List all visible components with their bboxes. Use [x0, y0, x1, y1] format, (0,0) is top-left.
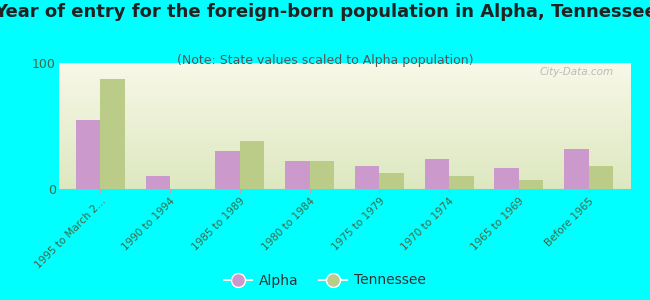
- Text: Year of entry for the foreign-born population in Alpha, Tennessee: Year of entry for the foreign-born popul…: [0, 3, 650, 21]
- Bar: [309, 161, 334, 189]
- Text: City-Data.com: City-Data.com: [540, 67, 614, 77]
- Bar: [146, 176, 170, 189]
- Bar: [380, 172, 404, 189]
- Bar: [564, 149, 589, 189]
- Bar: [519, 180, 543, 189]
- Legend: Alpha, Tennessee: Alpha, Tennessee: [218, 268, 432, 293]
- Bar: [215, 151, 240, 189]
- Text: (Note: State values scaled to Alpha population): (Note: State values scaled to Alpha popu…: [177, 54, 473, 67]
- Bar: [355, 166, 380, 189]
- Bar: [495, 168, 519, 189]
- Bar: [76, 120, 100, 189]
- Bar: [285, 161, 309, 189]
- Bar: [424, 159, 449, 189]
- Bar: [100, 80, 125, 189]
- Bar: [240, 141, 265, 189]
- Bar: [449, 176, 474, 189]
- Bar: [589, 166, 613, 189]
